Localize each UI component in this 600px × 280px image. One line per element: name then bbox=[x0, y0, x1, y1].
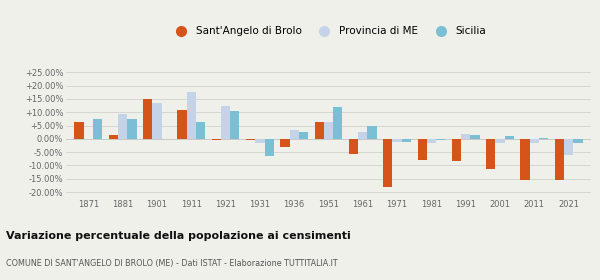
Bar bbox=[212, 139, 221, 140]
Bar bbox=[555, 139, 564, 180]
Bar bbox=[520, 139, 530, 180]
Bar bbox=[367, 125, 377, 139]
Bar bbox=[118, 114, 127, 139]
Bar bbox=[333, 107, 343, 139]
Bar bbox=[230, 111, 239, 139]
Bar bbox=[152, 103, 161, 139]
Text: COMUNE DI SANT'ANGELO DI BROLO (ME) - Dati ISTAT - Elaborazione TUTTITALIA.IT: COMUNE DI SANT'ANGELO DI BROLO (ME) - Da… bbox=[6, 259, 338, 268]
Bar bbox=[539, 137, 548, 139]
Bar bbox=[564, 139, 574, 155]
Bar bbox=[496, 139, 505, 143]
Bar bbox=[109, 135, 118, 139]
Bar bbox=[280, 139, 290, 147]
Bar bbox=[290, 130, 299, 139]
Bar bbox=[255, 139, 265, 143]
Legend: Sant'Angelo di Brolo, Provincia di ME, Sicilia: Sant'Angelo di Brolo, Provincia di ME, S… bbox=[167, 23, 490, 39]
Bar bbox=[265, 139, 274, 156]
Bar bbox=[349, 139, 358, 153]
Bar bbox=[127, 119, 137, 139]
Bar bbox=[187, 92, 196, 139]
Bar bbox=[178, 110, 187, 139]
Bar bbox=[574, 139, 583, 143]
Bar bbox=[314, 122, 324, 139]
Bar bbox=[358, 132, 367, 139]
Bar bbox=[530, 139, 539, 143]
Bar bbox=[246, 139, 255, 140]
Bar bbox=[461, 134, 470, 139]
Bar bbox=[143, 99, 152, 139]
Bar bbox=[383, 139, 392, 187]
Bar bbox=[221, 106, 230, 139]
Bar bbox=[436, 139, 445, 140]
Bar bbox=[392, 139, 402, 142]
Bar bbox=[93, 119, 102, 139]
Bar bbox=[402, 139, 411, 142]
Bar bbox=[299, 132, 308, 139]
Bar bbox=[74, 122, 83, 139]
Bar bbox=[486, 139, 496, 169]
Bar bbox=[452, 139, 461, 162]
Bar bbox=[196, 122, 205, 139]
Bar bbox=[505, 136, 514, 139]
Bar bbox=[470, 135, 479, 139]
Bar bbox=[324, 122, 333, 139]
Bar bbox=[418, 139, 427, 160]
Text: Variazione percentuale della popolazione ai censimenti: Variazione percentuale della popolazione… bbox=[6, 231, 351, 241]
Bar bbox=[427, 139, 436, 143]
